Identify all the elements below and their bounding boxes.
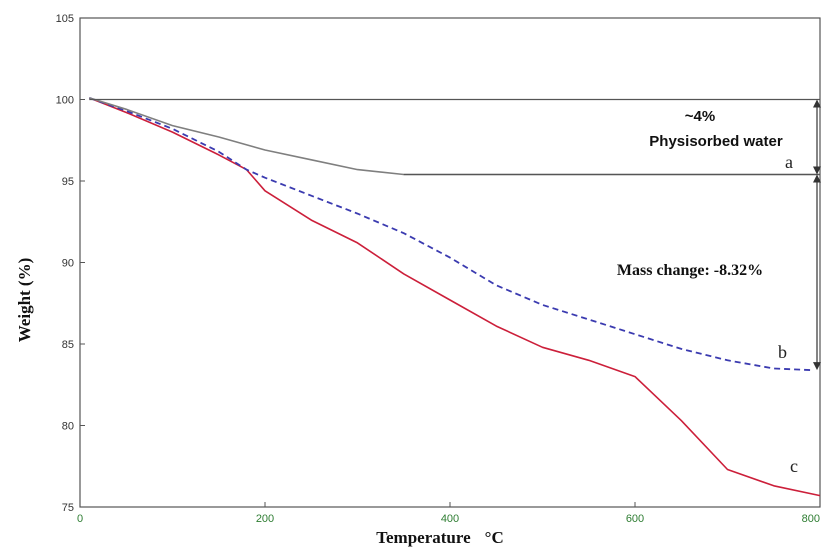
annotation-percent: ~4% xyxy=(685,108,715,125)
y-tick-label: 80 xyxy=(62,421,74,433)
series-line-b xyxy=(89,97,811,371)
x-tick-label: 0 xyxy=(77,513,83,525)
x-tick-label: 400 xyxy=(441,513,459,525)
x-axis-ticks: 0 200 400 600 800 xyxy=(77,502,821,525)
annotation-physisorbed-water: Physisorbed water xyxy=(649,133,783,150)
physisorbed-water-arrow xyxy=(813,99,821,175)
y-tick-label: 100 xyxy=(56,95,74,107)
y-tick-label: 85 xyxy=(62,339,74,351)
x-axis-title: Temperature °C xyxy=(376,528,504,547)
series-line-c xyxy=(89,97,821,497)
y-tick-label: 95 xyxy=(62,176,74,188)
curve-label-b: b xyxy=(778,342,787,362)
curve-label-c: c xyxy=(790,456,798,476)
y-tick-label: 75 xyxy=(62,502,74,514)
plot-frame xyxy=(79,17,821,508)
y-axis-title: Weight (%) xyxy=(15,258,34,343)
y-axis-ticks: 75 80 85 90 95 100 105 xyxy=(56,13,85,514)
x-tick-label: 200 xyxy=(256,513,274,525)
curve-label-a: a xyxy=(785,152,793,172)
x-tick-label: 800 xyxy=(802,513,820,525)
y-tick-label: 105 xyxy=(56,13,74,25)
x-tick-label: 600 xyxy=(626,513,644,525)
y-tick-label: 90 xyxy=(62,258,74,270)
mass-change-arrow xyxy=(813,174,821,371)
annotation-mass-change: Mass change: -8.32% xyxy=(617,262,763,279)
